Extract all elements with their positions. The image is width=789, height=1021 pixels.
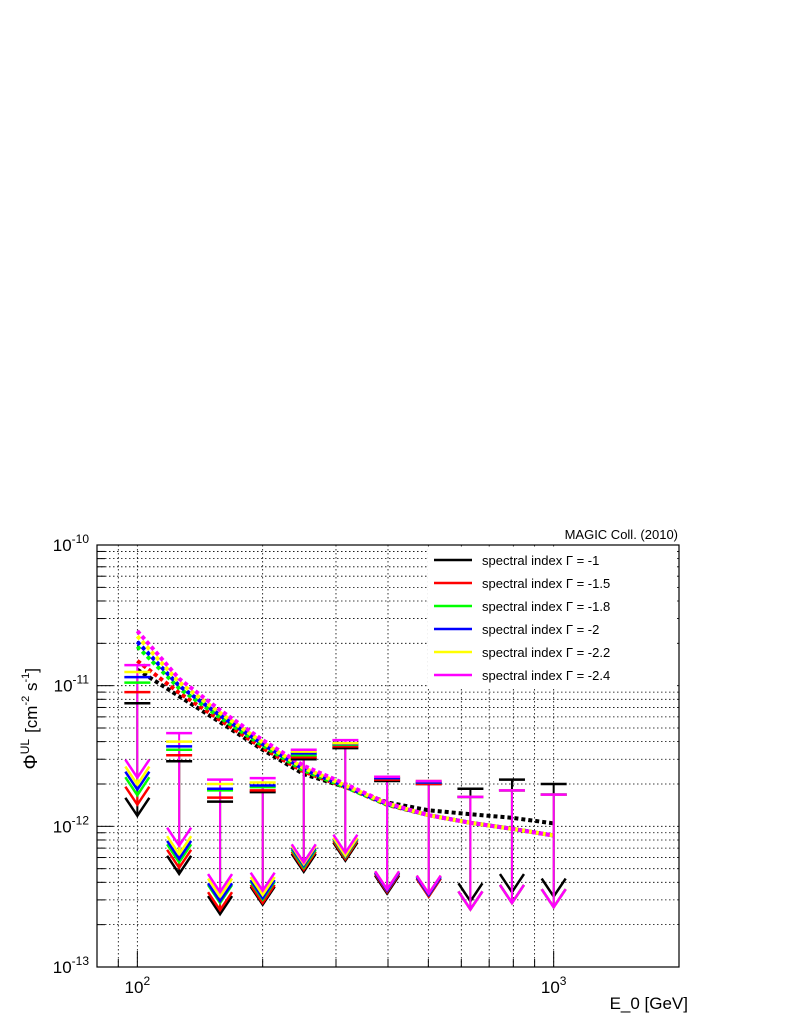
legend-label: spectral index Γ = -1.8 [482,599,610,614]
x-tick-label-base: 10 [541,978,560,997]
upper-limit-arrowhead [207,895,234,917]
y-axis-label-symbol: Φ [21,754,42,769]
x-axis-label: E_0 [GeV] [610,994,688,1013]
upper-limit-arrowhead [207,877,234,899]
y-axis-label-unit-close: ] [22,668,41,673]
y-axis-label-exp1: -2 [20,696,32,706]
legend: spectral index Γ = -1 spectral index Γ = … [428,549,676,689]
legend-label: spectral index Γ = -1 [482,553,599,568]
y-tick-label-exp: -10 [72,532,90,546]
upper-limit-arrowhead [124,776,151,798]
upper-limit-arrowhead [124,758,151,780]
x-tick-label: 102 [125,974,151,997]
upper-limit-arrowhead [207,873,234,895]
x-tick-label-exp: 3 [560,974,567,988]
y-axis-label-unit-mid: s [22,683,41,696]
upper-limit-bars [124,663,567,803]
x-tick-label-exp: 2 [143,974,150,988]
y-tick-label-exp: -12 [72,813,90,827]
upper-limit-arrowhead [332,837,359,858]
upper-limit-arrowhead [249,884,276,906]
upper-limit-arrowhead [124,785,151,807]
y-axis-label-unit-open: [cm [22,706,41,733]
upper-limit-arrowhead [249,876,276,898]
upper-limit-arrowhead [415,874,442,896]
upper-limit-arrowhead [166,855,193,877]
y-tick-label-base: 10 [54,677,73,696]
y-axis-label-sup: UL [18,739,32,755]
y-tick-label: 10-12 [53,813,90,836]
y-axis-label: ΦUL [cm-2 s-1] [18,668,42,769]
y-tick-label-exp: -13 [72,954,90,968]
y-tick-label-base: 10 [53,958,72,977]
svg-text:ΦUL[cm-2 s-1]: ΦUL [cm-2 s-1] [18,668,42,769]
y-axis-label-exp2: -1 [20,673,32,683]
legend-box [428,549,676,689]
upper-limit-arrowhead [498,884,526,906]
legend-label: spectral index Γ = -2 [482,622,599,637]
upper-limit-arrowhead [374,870,401,892]
upper-limit-arrowhead [124,765,151,787]
legend-label: spectral index Γ = -1.5 [482,576,610,591]
upper-limit-arrowhead [166,826,193,848]
legend-label: spectral index Γ = -2.4 [482,668,610,683]
collaboration-annotation: MAGIC Coll. (2010) [565,527,678,542]
upper-limit-arrowhead [332,833,359,855]
upper-limit-arrowhead [207,882,234,904]
y-tick-label-base: 10 [53,817,72,836]
upper-limit-arrowhead [124,770,151,792]
y-tick-label: 10-10 [53,532,90,555]
upper-limit-arrowhead [290,843,317,865]
upper-limit-arrowhead [207,891,234,913]
upper-limit-arrows [124,665,567,917]
upper-limit-arrowhead [457,890,484,912]
x-tick-label: 103 [541,974,567,997]
y-tick-label: 10-13 [53,954,90,977]
y-tick-label-base: 10 [53,536,72,555]
upper-limit-arrowhead [249,872,276,893]
upper-limit-arrowhead [166,835,193,857]
axis-ticks [97,550,555,967]
upper-limit-arrowhead [166,843,193,865]
upper-limit-arrowhead [249,879,276,901]
upper-limit-arrowhead [166,849,193,871]
upper-limit-arrowhead [124,797,151,819]
upper-limit-arrowhead [540,888,567,910]
sensitivity-curve [136,659,555,838]
upper-limit-arrowhead [166,840,193,862]
x-tick-label-base: 10 [125,978,144,997]
y-tick-label: 10-11 [54,673,90,696]
y-tick-label-exp: -11 [73,673,90,687]
legend-label: spectral index Γ = -2.2 [482,645,610,660]
